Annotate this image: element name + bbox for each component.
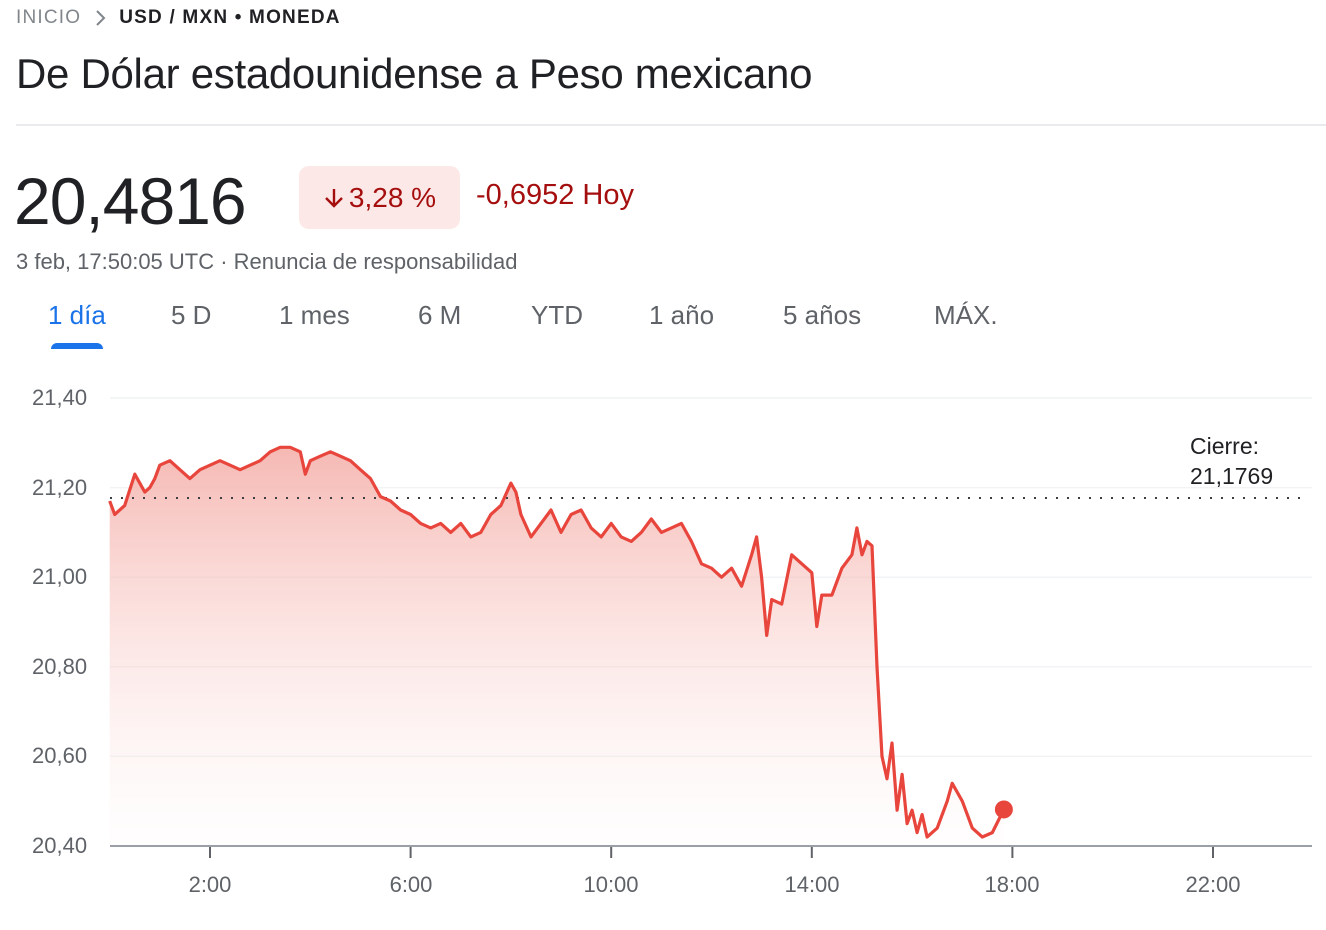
tab-5-days[interactable]: 5 D (171, 300, 211, 331)
tab-label: 1 año (649, 300, 715, 330)
y-tick-label: 20,60 (32, 743, 88, 768)
breadcrumb-current: USD / MXN • MONEDA (119, 7, 341, 28)
last-price-dot (994, 800, 1013, 819)
close-label: Cierre: (1190, 433, 1260, 459)
tab-max[interactable]: MÁX. (934, 300, 998, 331)
tab-label: 5 años (783, 300, 862, 330)
tab-label: 1 día (48, 300, 106, 330)
x-tick-label: 22:00 (1185, 872, 1241, 897)
chart-line (108, 445, 1006, 839)
price-chart[interactable]: 21,40 21,20 21,00 20,80 20,60 20,40 2:00… (0, 370, 1326, 930)
arrow-down-icon (323, 186, 345, 210)
tab-ytd[interactable]: YTD (531, 300, 583, 331)
x-tick-label: 10:00 (583, 872, 639, 897)
chart-area-fill (109, 447, 1004, 846)
change-absolute: -0,6952 Hoy (476, 179, 634, 211)
tab-label: 5 D (171, 300, 212, 330)
timestamp-disclaimer[interactable]: 3 feb, 17:50:05 UTC · Renuncia de respon… (16, 249, 518, 274)
y-tick-label: 21,40 (32, 385, 88, 410)
current-price: 20,4816 (14, 164, 247, 238)
previous-close-annotation: Cierre: 21,1769 (1190, 431, 1273, 491)
x-tick-label: 6:00 (389, 872, 433, 897)
chart-canvas[interactable] (0, 370, 1326, 930)
y-tick-label: 21,20 (32, 475, 88, 500)
tab-6-months[interactable]: 6 M (418, 300, 461, 331)
chevron-right-icon (95, 9, 107, 27)
tab-1-day[interactable]: 1 día (48, 300, 106, 349)
tab-label: YTD (531, 300, 583, 330)
x-tick-label: 18:00 (984, 872, 1040, 897)
breadcrumb: INICIO USD / MXN • MONEDA (16, 7, 341, 29)
page-title: De Dólar estadounidense a Peso mexicano (16, 50, 813, 97)
y-tick-label: 21,00 (32, 564, 88, 589)
tab-5-years[interactable]: 5 años (783, 300, 861, 331)
change-percent-badge: 3,28 % (299, 166, 460, 229)
x-axis-ticks (209, 847, 1214, 858)
close-value: 21,1769 (1190, 463, 1274, 489)
x-tick-label: 2:00 (188, 872, 232, 897)
breadcrumb-home-link[interactable]: INICIO (16, 7, 82, 28)
y-tick-label: 20,80 (32, 654, 88, 679)
change-percent: 3,28 % (348, 181, 437, 213)
x-tick-label: 14:00 (784, 872, 840, 897)
tab-label: 1 mes (279, 300, 350, 330)
divider (16, 124, 1326, 126)
tab-1-month[interactable]: 1 mes (279, 300, 350, 331)
y-tick-label: 20,40 (32, 833, 88, 858)
tab-1-year[interactable]: 1 año (649, 300, 714, 331)
tab-label: MÁX. (934, 300, 998, 330)
active-tab-indicator (50, 343, 103, 349)
tab-label: 6 M (418, 300, 462, 330)
